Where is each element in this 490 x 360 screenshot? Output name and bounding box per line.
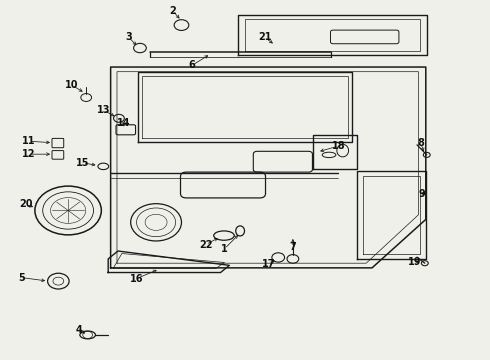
Text: 9: 9 [418,189,425,199]
Text: 10: 10 [65,80,78,90]
Text: 14: 14 [117,118,130,128]
Text: 18: 18 [332,141,345,151]
Text: 7: 7 [290,242,296,252]
Text: 2: 2 [170,6,176,16]
Text: 13: 13 [97,105,110,115]
Text: 5: 5 [18,273,24,283]
Text: 17: 17 [262,259,275,269]
Text: 19: 19 [408,257,422,267]
Text: 22: 22 [199,239,213,249]
Text: 12: 12 [22,149,36,159]
Text: 15: 15 [76,158,90,168]
Text: 16: 16 [130,274,143,284]
Text: 21: 21 [258,32,271,42]
Text: 11: 11 [22,136,36,146]
Text: 3: 3 [125,32,132,42]
Text: 6: 6 [189,60,196,70]
Text: 1: 1 [221,244,228,254]
Text: 20: 20 [19,199,33,210]
Text: 4: 4 [75,325,82,335]
Text: 8: 8 [417,139,424,148]
